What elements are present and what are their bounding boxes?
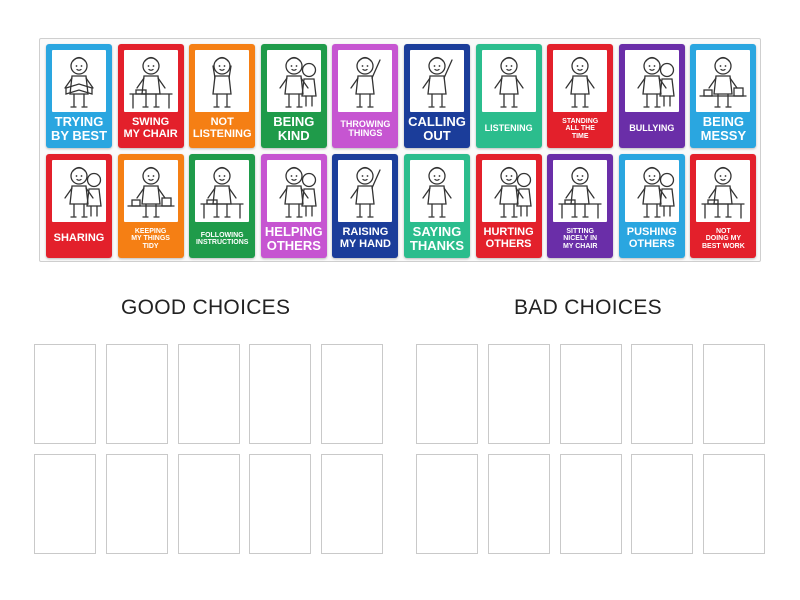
card-throwing-things[interactable]: THROWING THINGS [332, 44, 399, 148]
card-label: CALLING OUT [408, 114, 466, 143]
bad-choices-drop-slot[interactable] [631, 454, 694, 554]
messy-desk-icon [696, 50, 751, 112]
good-choices-drop-slot[interactable] [321, 454, 384, 554]
card-saying-thanks[interactable]: SAYING THANKS [404, 154, 470, 258]
card-label: SWING MY CHAIR [123, 116, 178, 140]
child-at-desk-icon [195, 160, 250, 222]
good-choices-drop-slot[interactable] [249, 344, 312, 444]
good-choices-drop-slot[interactable] [105, 454, 168, 554]
child-shouting-icon [410, 50, 464, 112]
child-listening-icon [481, 50, 536, 112]
card-label: STANDING ALL THE TIME [562, 117, 599, 140]
card-pushing-others[interactable]: PUSHING OTHERS [618, 154, 685, 258]
children-bullying-icon [624, 50, 679, 112]
card-calling-out[interactable]: CALLING OUT [404, 44, 470, 148]
bad-choices-drop-slot[interactable] [559, 454, 622, 554]
card-label: TRYING BY BEST [50, 114, 108, 143]
child-throwing-icon [338, 50, 393, 112]
good-choices-drop-slot[interactable] [249, 454, 312, 554]
children-sharing-icon [52, 160, 106, 222]
tidy-desk-icon [123, 160, 178, 222]
card-label: LISTENING [484, 123, 533, 134]
card-hurting-others[interactable]: HURTING OTHERS [475, 154, 542, 258]
children-helping-icon [266, 160, 321, 222]
bad-choices-drop-slot[interactable] [416, 454, 478, 554]
bad-choices-title: BAD CHOICES [514, 296, 662, 319]
card-following-instructions[interactable]: FOLLOWING INSTRUCTIONS [189, 154, 256, 258]
card-label: BEING KIND [273, 114, 315, 143]
card-label: HELPING OTHERS [264, 224, 323, 253]
good-choices-drop-slot[interactable] [34, 344, 96, 444]
children-pushing-icon [624, 160, 679, 222]
card-label: THROWING THINGS [340, 118, 391, 138]
card-label: SHARING [53, 232, 105, 245]
card-trying-by-best[interactable]: TRYING BY BEST [46, 44, 112, 148]
child-sitting-icon [553, 160, 608, 222]
children-hugging-icon [266, 50, 321, 112]
bad-choices-drop-slot[interactable] [703, 344, 766, 444]
child-standing-icon [553, 50, 608, 112]
card-label: BEING MESSY [700, 114, 747, 143]
children-hurting-icon [481, 160, 536, 222]
bad-choices-drop-slot[interactable] [487, 344, 550, 444]
bad-choices-drop-slot[interactable] [416, 344, 478, 444]
good-choices-drop-slot[interactable] [105, 344, 168, 444]
card-label: HURTING OTHERS [483, 226, 534, 250]
bad-choices-drop-slot[interactable] [631, 344, 694, 444]
child-raising-hand-icon [338, 160, 393, 222]
card-raising-my-hand[interactable]: RAISING MY HAND [332, 154, 399, 258]
card-label: SITTING NICELY IN MY CHAIR [562, 227, 598, 250]
card-swing-my-chair[interactable]: SWING MY CHAIR [117, 44, 184, 148]
card-being-messy[interactable]: BEING MESSY [690, 44, 757, 148]
card-sharing[interactable]: SHARING [46, 154, 112, 258]
card-standing-all-the-time[interactable]: STANDING ALL THE TIME [547, 44, 614, 148]
child-not-working-icon [696, 160, 751, 222]
card-label: KEEPING MY THINGS TIDY [131, 227, 170, 250]
card-keeping-my-things-tidy[interactable]: KEEPING MY THINGS TIDY [117, 154, 184, 258]
card-not-doing-my-best-work[interactable]: NOT DOING MY BEST WORK [690, 154, 757, 258]
card-label: NOT DOING MY BEST WORK [702, 227, 745, 250]
card-label: FOLLOWING INSTRUCTIONS [195, 231, 249, 246]
good-choices-drop-slot[interactable] [177, 454, 240, 554]
card-listening[interactable]: LISTENING [475, 44, 542, 148]
child-thanking-icon [410, 160, 464, 222]
card-label: NOT LISTENING [192, 116, 252, 140]
card-label: RAISING MY HAND [339, 226, 391, 250]
good-choices-drop-slot[interactable] [177, 344, 240, 444]
bad-choices-drop-slot[interactable] [559, 344, 622, 444]
good-choices-drop-slot[interactable] [34, 454, 96, 554]
child-covering-ears-icon [195, 50, 250, 112]
bad-choices-drop-slot[interactable] [487, 454, 550, 554]
good-choices-title: GOOD CHOICES [121, 296, 291, 319]
card-label: SAYING THANKS [409, 224, 465, 253]
child-chair-icon [123, 50, 178, 112]
card-label: PUSHING OTHERS [626, 226, 677, 250]
card-not-listening[interactable]: NOT LISTENING [189, 44, 256, 148]
good-choices-drop-slot[interactable] [321, 344, 384, 444]
card-label: BULLYING [629, 123, 675, 134]
bad-choices-drop-slot[interactable] [703, 454, 766, 554]
child-reading-icon [52, 50, 106, 112]
card-sitting-nicely-in-my-chair[interactable]: SITTING NICELY IN MY CHAIR [547, 154, 614, 258]
card-being-kind[interactable]: BEING KIND [260, 44, 327, 148]
card-tray: TRYING BY BEST SWING MY CHAIR NOT LISTEN… [39, 38, 761, 262]
card-helping-others[interactable]: HELPING OTHERS [260, 154, 327, 258]
card-bullying[interactable]: BULLYING [618, 44, 685, 148]
